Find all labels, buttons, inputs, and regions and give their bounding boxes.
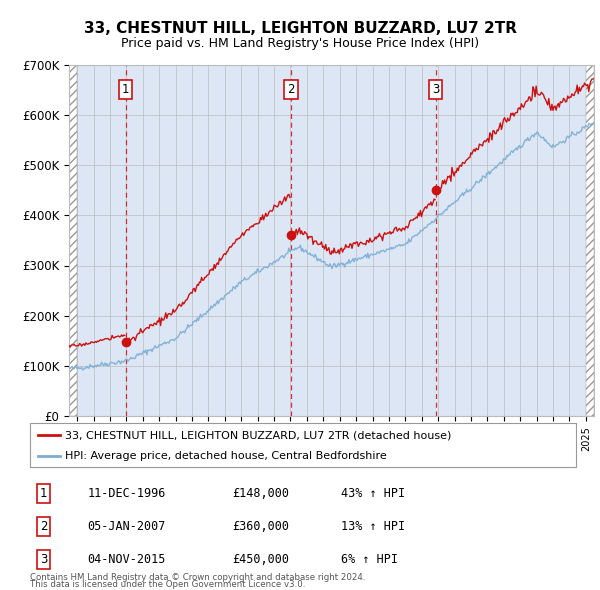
Bar — [69, 65, 77, 416]
Text: 2: 2 — [287, 83, 295, 96]
Text: HPI: Average price, detached house, Central Bedfordshire: HPI: Average price, detached house, Cent… — [65, 451, 387, 461]
Text: £148,000: £148,000 — [232, 487, 289, 500]
Text: 1: 1 — [122, 83, 130, 96]
Text: 1: 1 — [40, 487, 47, 500]
Text: 33, CHESTNUT HILL, LEIGHTON BUZZARD, LU7 2TR (detached house): 33, CHESTNUT HILL, LEIGHTON BUZZARD, LU7… — [65, 431, 452, 440]
Text: This data is licensed under the Open Government Licence v3.0.: This data is licensed under the Open Gov… — [30, 581, 305, 589]
Text: £450,000: £450,000 — [232, 553, 289, 566]
Text: £360,000: £360,000 — [232, 520, 289, 533]
Text: 13% ↑ HPI: 13% ↑ HPI — [341, 520, 406, 533]
Text: 33, CHESTNUT HILL, LEIGHTON BUZZARD, LU7 2TR: 33, CHESTNUT HILL, LEIGHTON BUZZARD, LU7… — [83, 21, 517, 36]
Text: 05-JAN-2007: 05-JAN-2007 — [88, 520, 166, 533]
Text: Contains HM Land Registry data © Crown copyright and database right 2024.: Contains HM Land Registry data © Crown c… — [30, 573, 365, 582]
Text: 3: 3 — [432, 83, 439, 96]
Bar — [586, 65, 594, 416]
Text: 6% ↑ HPI: 6% ↑ HPI — [341, 553, 398, 566]
Text: 3: 3 — [40, 553, 47, 566]
FancyBboxPatch shape — [30, 423, 576, 467]
Text: Price paid vs. HM Land Registry's House Price Index (HPI): Price paid vs. HM Land Registry's House … — [121, 37, 479, 50]
Text: 11-DEC-1996: 11-DEC-1996 — [88, 487, 166, 500]
Text: 43% ↑ HPI: 43% ↑ HPI — [341, 487, 406, 500]
Text: 04-NOV-2015: 04-NOV-2015 — [88, 553, 166, 566]
Text: 2: 2 — [40, 520, 47, 533]
